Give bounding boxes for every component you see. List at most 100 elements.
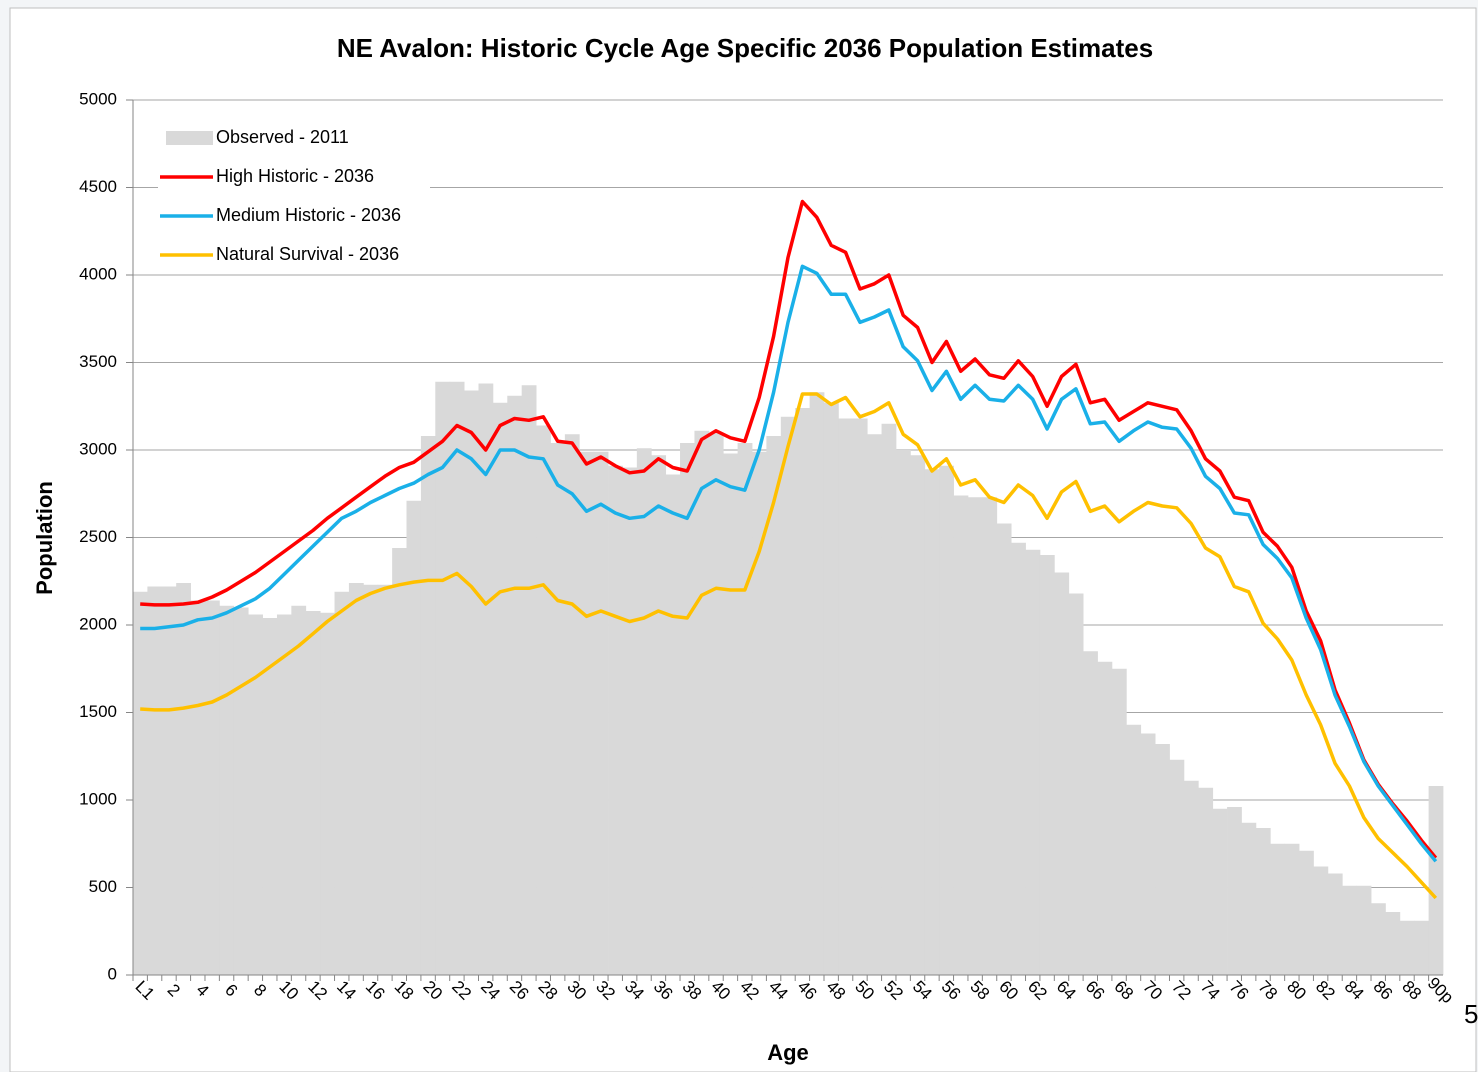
bar [1255, 828, 1271, 975]
y-tick-label: 3000 [79, 439, 117, 458]
bar [406, 500, 422, 975]
bar [1342, 885, 1358, 975]
bar [377, 584, 393, 975]
bar [579, 451, 595, 975]
bar [392, 548, 407, 975]
bar [1241, 822, 1257, 975]
bar [939, 465, 954, 975]
bar [1011, 542, 1026, 975]
bar [1227, 807, 1242, 975]
bar [1385, 912, 1401, 975]
bar [895, 450, 911, 975]
bar [1155, 744, 1170, 975]
bar [1399, 920, 1415, 975]
bar [363, 584, 379, 975]
line [140, 264, 1438, 863]
bar [795, 408, 810, 975]
bar [1414, 920, 1430, 975]
y-tick-label: 4500 [79, 177, 117, 196]
bar [723, 453, 739, 975]
bar [564, 434, 580, 975]
bar [478, 383, 494, 975]
bar [492, 402, 508, 975]
bar [219, 605, 235, 975]
bar [1299, 850, 1314, 975]
bar [982, 497, 998, 975]
bar [334, 591, 350, 975]
bar [766, 436, 782, 975]
bar [449, 381, 465, 975]
legend-swatch [166, 131, 213, 145]
bar [1284, 843, 1300, 975]
chart-title: NE Avalon: Historic Cycle Age Specific 2… [337, 33, 1153, 63]
bar [233, 607, 249, 975]
y-tick-label: 4000 [79, 264, 117, 283]
bar [276, 614, 292, 975]
y-tick-label: 1000 [79, 789, 117, 808]
bar [1198, 787, 1214, 975]
bar [881, 423, 897, 975]
bar [737, 443, 753, 975]
bar [752, 451, 767, 975]
bar [348, 583, 364, 975]
y-tick-label: 3500 [79, 352, 117, 371]
y-tick-label: 2500 [79, 527, 117, 546]
legend: Observed - 2011 High Historic - 2036 Mediu… [158, 120, 430, 270]
bar [464, 390, 479, 975]
bar [622, 467, 638, 975]
bar [521, 385, 537, 975]
bar [507, 395, 523, 975]
bar [291, 605, 307, 975]
bar [1428, 786, 1444, 975]
bar [996, 523, 1012, 975]
bar [651, 455, 667, 975]
bar [1039, 555, 1055, 975]
bar [161, 586, 177, 975]
bar [190, 600, 206, 975]
bar [1140, 733, 1156, 975]
bar [1111, 668, 1127, 975]
bar [435, 381, 451, 975]
legend-label: Observed - 2011 [216, 127, 349, 147]
bar [593, 451, 609, 975]
bar [1313, 866, 1329, 975]
bar [910, 455, 926, 975]
legend-label: Natural Survival - 2036 [216, 244, 399, 264]
annotation: 5 [1464, 999, 1478, 1029]
line [140, 199, 1438, 859]
y-tick-label: 5000 [79, 89, 117, 108]
bar [852, 418, 868, 975]
y-tick-label: 500 [89, 877, 117, 896]
x-axis-label: Age [767, 1040, 809, 1065]
bar [1083, 651, 1098, 975]
bar [608, 465, 623, 975]
bar [420, 436, 436, 975]
bar [1054, 572, 1070, 975]
bar [1097, 661, 1113, 975]
bar [1356, 885, 1372, 975]
bar [953, 495, 969, 975]
bar [967, 497, 983, 975]
bar [536, 425, 551, 975]
line [140, 392, 1438, 900]
bar [1025, 549, 1041, 975]
bar [305, 611, 321, 975]
bar [262, 618, 278, 975]
legend-label: High Historic - 2036 [216, 166, 374, 186]
bar [708, 432, 724, 975]
bar [867, 434, 882, 975]
bar [1327, 873, 1343, 975]
bar [780, 416, 796, 975]
bar [665, 474, 681, 975]
bar [1169, 759, 1185, 975]
bar [248, 614, 263, 975]
bar [1126, 724, 1142, 975]
bar [133, 591, 148, 975]
bar [147, 586, 163, 975]
bar [550, 443, 566, 975]
bar [1371, 903, 1386, 975]
bar [1212, 808, 1228, 975]
y-tick-label: 1500 [79, 702, 117, 721]
